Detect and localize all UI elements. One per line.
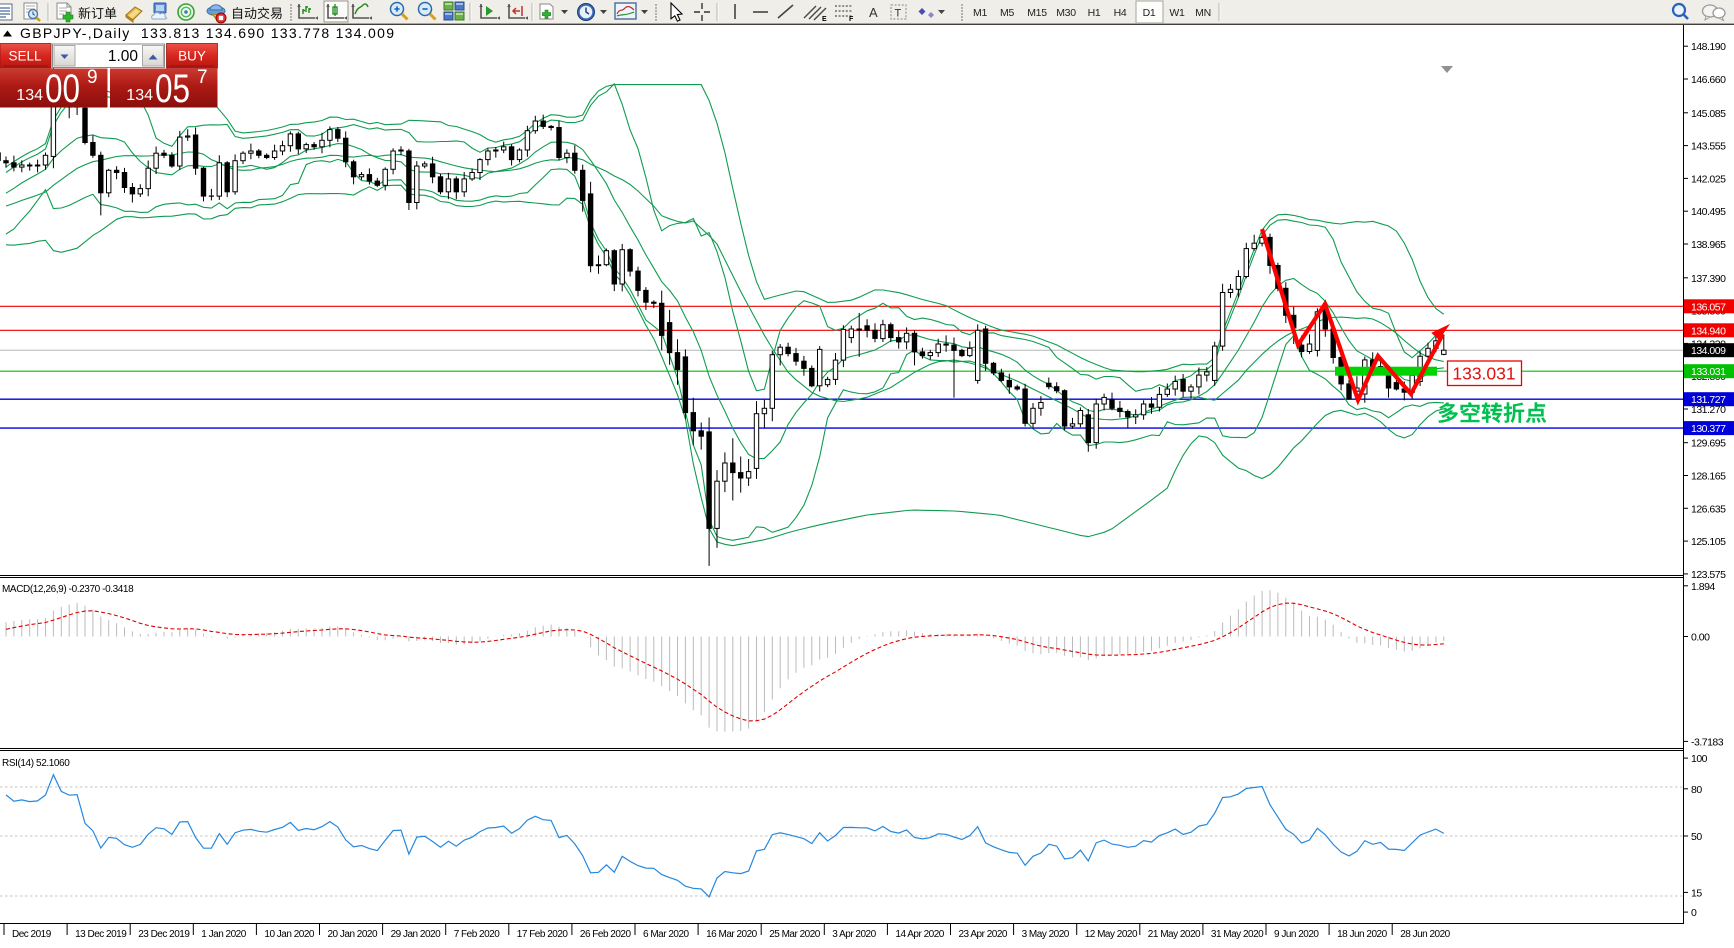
svg-text:133.031: 133.031 — [1452, 364, 1515, 384]
svg-text:26 Feb 2020: 26 Feb 2020 — [580, 929, 632, 940]
svg-text:128.165: 128.165 — [1691, 471, 1726, 483]
svg-text:131.727: 131.727 — [1691, 394, 1726, 406]
svg-text:12 May 2020: 12 May 2020 — [1085, 929, 1138, 940]
svg-text:146.660: 146.660 — [1691, 74, 1726, 86]
svg-text:Dec 2019: Dec 2019 — [12, 929, 52, 940]
svg-text:-3.7183: -3.7183 — [1691, 736, 1724, 748]
svg-text:123.575: 123.575 — [1691, 569, 1726, 581]
svg-text:9 Jun 2020: 9 Jun 2020 — [1274, 929, 1319, 940]
svg-text:80: 80 — [1691, 784, 1702, 796]
svg-text:M30: M30 — [1056, 7, 1076, 19]
svg-text:7: 7 — [197, 67, 208, 88]
svg-text:18 Jun 2020: 18 Jun 2020 — [1337, 929, 1387, 940]
svg-text:15: 15 — [1691, 887, 1702, 899]
svg-text:148.190: 148.190 — [1691, 41, 1726, 53]
svg-text:50: 50 — [1691, 831, 1702, 843]
svg-text:MACD(12,26,9) -0.2370 -0.3418: MACD(12,26,9) -0.2370 -0.3418 — [2, 584, 134, 595]
svg-text:25 Mar 2020: 25 Mar 2020 — [769, 929, 821, 940]
svg-text:130.377: 130.377 — [1691, 423, 1726, 435]
svg-text:16 Mar 2020: 16 Mar 2020 — [706, 929, 758, 940]
svg-text:142.025: 142.025 — [1691, 173, 1726, 185]
svg-text:125.105: 125.105 — [1691, 536, 1726, 548]
svg-text:138.965: 138.965 — [1691, 239, 1726, 251]
svg-text:00: 00 — [45, 67, 80, 111]
svg-text:23 Dec 2019: 23 Dec 2019 — [138, 929, 190, 940]
svg-text:9: 9 — [87, 67, 98, 88]
svg-text:BUY: BUY — [178, 49, 206, 64]
svg-text:M5: M5 — [1000, 7, 1014, 19]
svg-text:28 Jun 2020: 28 Jun 2020 — [1400, 929, 1450, 940]
svg-text:1 Jan 2020: 1 Jan 2020 — [201, 929, 246, 940]
svg-text:134: 134 — [126, 87, 153, 104]
svg-text:7 Feb 2020: 7 Feb 2020 — [454, 929, 501, 940]
svg-text:133.031: 133.031 — [1691, 366, 1726, 378]
svg-text:10 Jan 2020: 10 Jan 2020 — [264, 929, 314, 940]
svg-text:29 Jan 2020: 29 Jan 2020 — [391, 929, 441, 940]
svg-text:F: F — [849, 16, 854, 23]
svg-text:M15: M15 — [1027, 7, 1047, 19]
svg-text:1.00: 1.00 — [108, 48, 139, 65]
svg-text:14 Apr 2020: 14 Apr 2020 — [895, 929, 944, 940]
svg-text:E: E — [822, 16, 827, 23]
svg-text:D1: D1 — [1143, 7, 1156, 19]
svg-text:H1: H1 — [1088, 7, 1101, 19]
svg-text:T: T — [895, 8, 902, 20]
svg-text:20 Jan 2020: 20 Jan 2020 — [328, 929, 378, 940]
svg-text:05: 05 — [155, 67, 190, 111]
svg-text:M1: M1 — [973, 7, 987, 19]
svg-text:3 May 2020: 3 May 2020 — [1022, 929, 1070, 940]
svg-text:1.894: 1.894 — [1691, 581, 1715, 593]
svg-text:145.085: 145.085 — [1691, 108, 1726, 120]
svg-text:134.940: 134.940 — [1691, 325, 1726, 337]
svg-text:23 Apr 2020: 23 Apr 2020 — [959, 929, 1008, 940]
svg-text:H4: H4 — [1114, 7, 1127, 19]
svg-text:134.009: 134.009 — [1691, 345, 1726, 357]
svg-text:129.695: 129.695 — [1691, 438, 1726, 450]
svg-text:134: 134 — [16, 87, 43, 104]
svg-text:MN: MN — [1195, 7, 1211, 19]
svg-text:W1: W1 — [1169, 7, 1185, 19]
svg-text:137.390: 137.390 — [1691, 273, 1726, 285]
svg-text:6 Mar 2020: 6 Mar 2020 — [643, 929, 690, 940]
svg-text:A: A — [869, 5, 878, 20]
svg-text:131.270: 131.270 — [1691, 404, 1726, 416]
svg-text:143.555: 143.555 — [1691, 141, 1726, 153]
svg-text:0: 0 — [1691, 907, 1697, 919]
svg-text:SELL: SELL — [8, 49, 42, 64]
svg-text:140.495: 140.495 — [1691, 206, 1726, 218]
svg-text:GBPJPY-,Daily 133.813 134.690: GBPJPY-,Daily 133.813 134.690 133.778 13… — [20, 25, 395, 41]
svg-text:0.00: 0.00 — [1691, 632, 1710, 644]
svg-text:17 Feb 2020: 17 Feb 2020 — [517, 929, 569, 940]
svg-text:3 Apr 2020: 3 Apr 2020 — [832, 929, 876, 940]
svg-text:31 May 2020: 31 May 2020 — [1211, 929, 1264, 940]
svg-text:13 Dec 2019: 13 Dec 2019 — [75, 929, 127, 940]
svg-text:126.635: 126.635 — [1691, 503, 1726, 515]
svg-text:100: 100 — [1691, 753, 1708, 765]
svg-text:RSI(14) 52.1060: RSI(14) 52.1060 — [2, 758, 70, 769]
svg-text:136.057: 136.057 — [1691, 301, 1726, 313]
svg-text:21 May 2020: 21 May 2020 — [1148, 929, 1201, 940]
